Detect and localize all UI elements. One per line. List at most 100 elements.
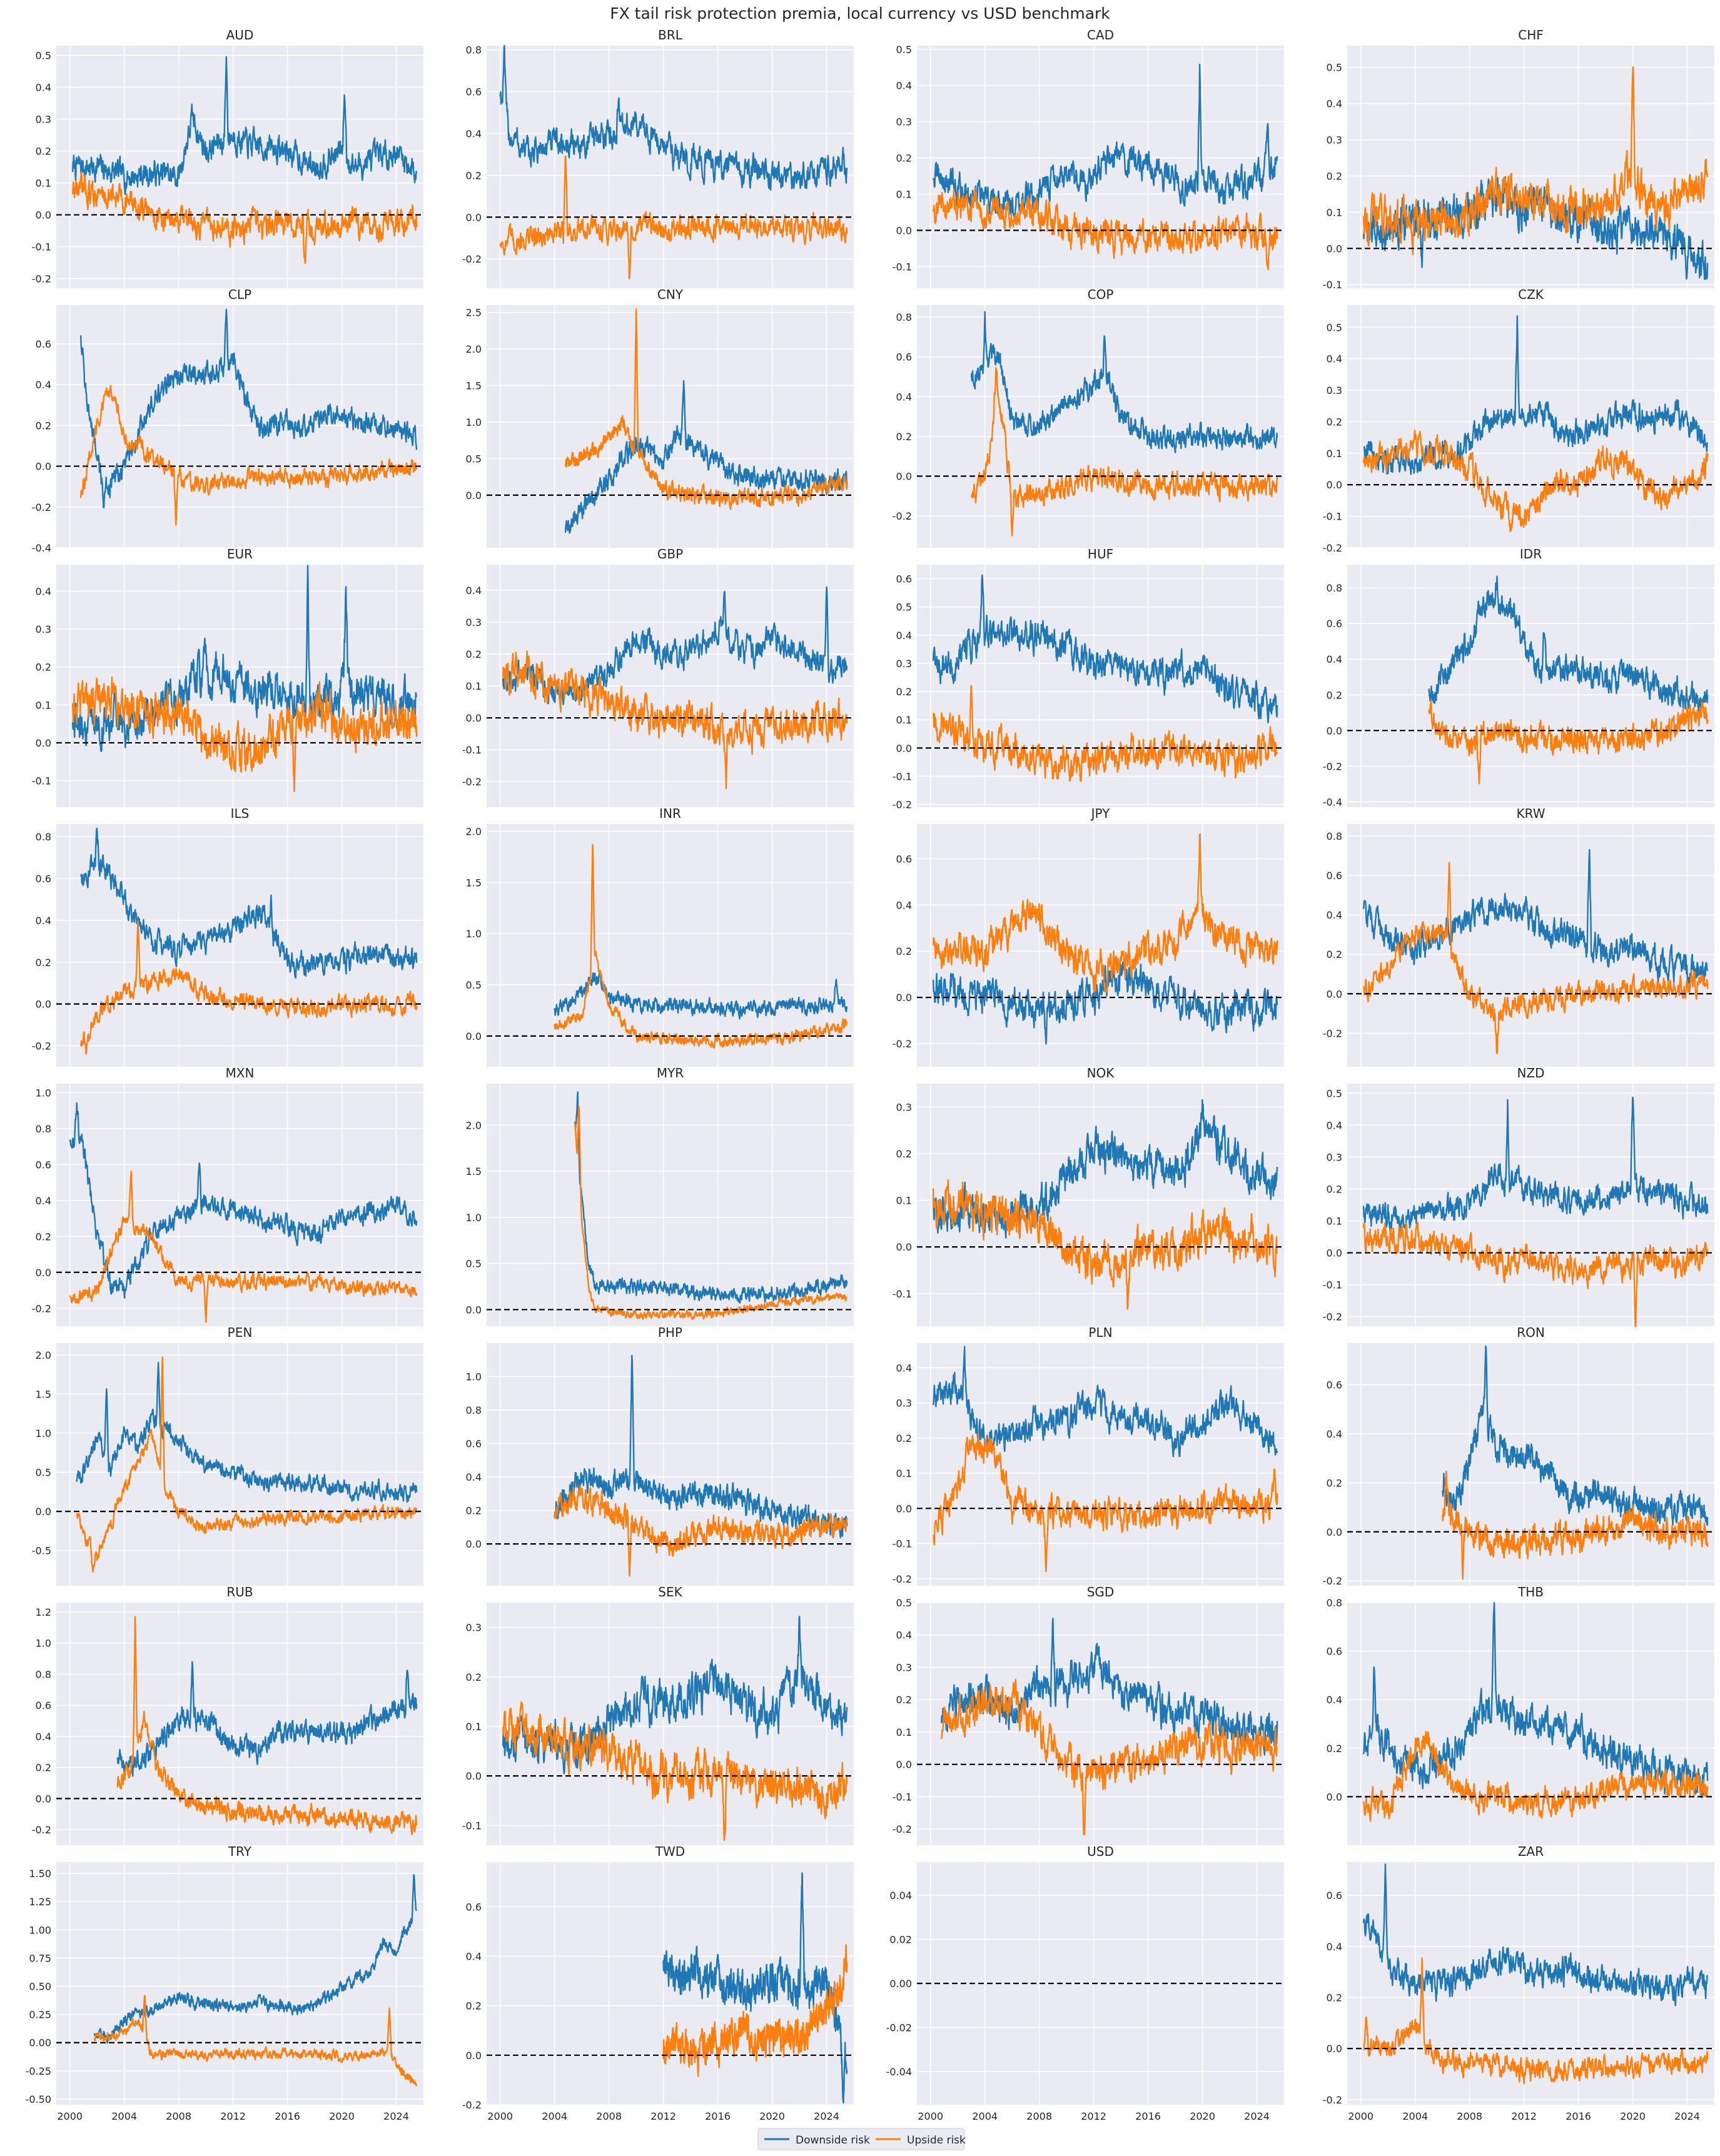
y-tick-label: -0.2	[462, 253, 482, 265]
y-tick-label: -0.2	[1323, 542, 1342, 554]
panel-ron: -0.2 0.0 0.2 0.4 0.6 RON	[1323, 1325, 1714, 1587]
y-tick-label: 1.5	[466, 380, 482, 392]
y-tick-label: 0.0	[1327, 479, 1342, 491]
panel-title: HUF	[1088, 547, 1113, 562]
y-tick-label: 0.0	[896, 1241, 912, 1253]
panel-pen: -0.5 0.0 0.5 1.0 1.5 2.0 PEN	[32, 1325, 423, 1586]
panel-title: COP	[1088, 287, 1114, 302]
x-tick-label: 2008	[1026, 2110, 1052, 2122]
plot-area	[487, 1862, 854, 2105]
y-tick-label: 2.0	[466, 825, 482, 837]
y-tick-label: -0.2	[893, 1823, 912, 1835]
y-tick-label: 0.0	[466, 1538, 482, 1550]
y-tick-label: 0.3	[896, 1661, 912, 1673]
y-tick-label: -0.2	[32, 501, 51, 513]
x-tick-label: 2024	[1244, 2110, 1270, 2122]
y-tick-label: 0.4	[896, 1630, 912, 1641]
x-tick-label: 2000	[487, 2110, 513, 2122]
y-tick-label: 0.8	[36, 1668, 51, 1680]
y-tick-label: 2.0	[36, 1349, 51, 1361]
panel-title: NZD	[1517, 1065, 1544, 1081]
panel-krw: -0.2 0.0 0.2 0.4 0.6 0.8 KRW	[1323, 806, 1714, 1067]
series-upside-line	[1428, 700, 1709, 785]
x-tick-label: 2012	[1511, 2110, 1537, 2122]
y-tick-label: 0.2	[36, 145, 51, 157]
y-tick-label: 0.4	[896, 899, 912, 911]
y-tick-label: 0.5	[896, 1597, 912, 1609]
y-tick-label: 1.00	[29, 1924, 51, 1936]
panel-chf: -0.1 0.0 0.1 0.2 0.3 0.4 0.5 CHF	[1323, 28, 1714, 291]
plot-area	[56, 46, 423, 288]
series-downside-line	[116, 1661, 418, 1777]
panel-huf: -0.2 -0.1 0.0 0.1 0.2 0.3 0.4 0.5 0.6 HUF	[893, 547, 1284, 810]
series-upside-line	[932, 833, 1278, 993]
series-upside-line	[502, 650, 848, 789]
y-tick-label: -0.2	[1323, 2094, 1342, 2106]
panel-title: EUR	[227, 547, 253, 562]
y-tick-label: -0.04	[886, 2066, 912, 2078]
y-tick-label: 0.2	[896, 1694, 912, 1706]
panel-zar: 2000 2004 2008 2012 2016 2020 2024 -0.2 0.0 0.2 0.…	[1323, 1844, 1714, 2122]
series-downside-line	[554, 972, 848, 1020]
panel-try: 2000 2004 2008 2012 2016 2020 2024 -0.50 -0.25 0.…	[26, 1844, 423, 2122]
y-tick-label: 0.5	[1327, 321, 1342, 333]
plot-area	[917, 1343, 1284, 1586]
y-tick-label: 0.8	[36, 831, 51, 843]
y-tick-label: -0.2	[1323, 1311, 1342, 1323]
series-upside-line	[1362, 66, 1709, 256]
panel-mxn: -0.2 0.0 0.2 0.4 0.6 0.8 1.0 MXN	[32, 1065, 423, 1326]
panel-eur: -0.1 0.0 0.1 0.2 0.3 0.4 EUR	[32, 547, 423, 807]
panel-title: SEK	[658, 1584, 682, 1599]
y-tick-label: 0.0	[896, 992, 912, 1004]
plot-area	[56, 305, 423, 548]
y-tick-label: 0.3	[466, 617, 482, 628]
panels: -0.2-0.10.00.10.20.30.40.5AUD-0.20.00.20…	[26, 28, 1714, 2122]
y-tick-label: 0.6	[36, 1159, 51, 1171]
y-tick-label: 0.2	[466, 2000, 482, 2012]
y-tick-label: 0.1	[36, 178, 51, 189]
series-downside-line	[970, 311, 1278, 453]
series-downside-line	[502, 586, 848, 705]
y-tick-label: -0.2	[462, 2099, 482, 2111]
y-tick-label: 0.0	[896, 224, 912, 236]
y-tick-label: 0.2	[36, 1762, 51, 1774]
y-tick-label: 0.2	[1327, 416, 1342, 428]
panel-cny: 0.0 0.5 1.0 1.5 2.0 2.5 CNY	[466, 287, 854, 548]
y-tick-label: 0.1	[466, 1721, 482, 1733]
plot-area	[56, 1343, 423, 1586]
panel-title: KRW	[1517, 806, 1545, 821]
series-upside-line	[79, 385, 418, 526]
y-tick-label: 0.2	[36, 957, 51, 969]
panel-jpy: -0.2 0.0 0.2 0.4 0.6 JPY	[893, 806, 1284, 1067]
panel-title: NOK	[1087, 1065, 1115, 1081]
y-tick-label: 0.3	[896, 658, 912, 670]
panel-title: BRL	[658, 28, 683, 43]
x-tick-label: 2012	[220, 2110, 246, 2122]
y-tick-label: 0.5	[1327, 1087, 1342, 1099]
plot-area	[1347, 46, 1714, 288]
y-tick-label: 0.8	[466, 1404, 482, 1416]
x-tick-label: 2000	[918, 2110, 943, 2122]
legend: Downside risk Upside risk	[757, 2128, 966, 2150]
y-tick-label: 0.0	[1327, 1791, 1342, 1803]
y-tick-label: 0.2	[896, 1433, 912, 1444]
y-tick-label: 0.6	[36, 873, 51, 885]
y-tick-label: -0.2	[32, 1824, 51, 1836]
x-tick-label: 2016	[275, 2110, 300, 2122]
y-tick-label: 0.0	[36, 209, 51, 221]
y-tick-label: 0.0	[466, 1304, 482, 1316]
panel-title: GBP	[657, 547, 683, 562]
series-downside-line	[1442, 1345, 1709, 1526]
y-tick-label: 2.5	[466, 307, 482, 319]
y-tick-label: 1.5	[466, 1166, 482, 1177]
y-tick-label: 0.3	[896, 1398, 912, 1409]
series-downside-line	[574, 1091, 848, 1304]
panel-title: MXN	[226, 1065, 255, 1081]
series-upside-line	[1362, 430, 1709, 533]
y-tick-label: 0.4	[466, 1471, 482, 1483]
y-tick-label: -0.1	[462, 744, 482, 756]
y-tick-label: -0.1	[462, 1820, 482, 1831]
series-downside-line	[1362, 849, 1709, 989]
y-tick-label: -0.2	[1323, 1027, 1342, 1039]
series-downside-line	[499, 44, 848, 191]
